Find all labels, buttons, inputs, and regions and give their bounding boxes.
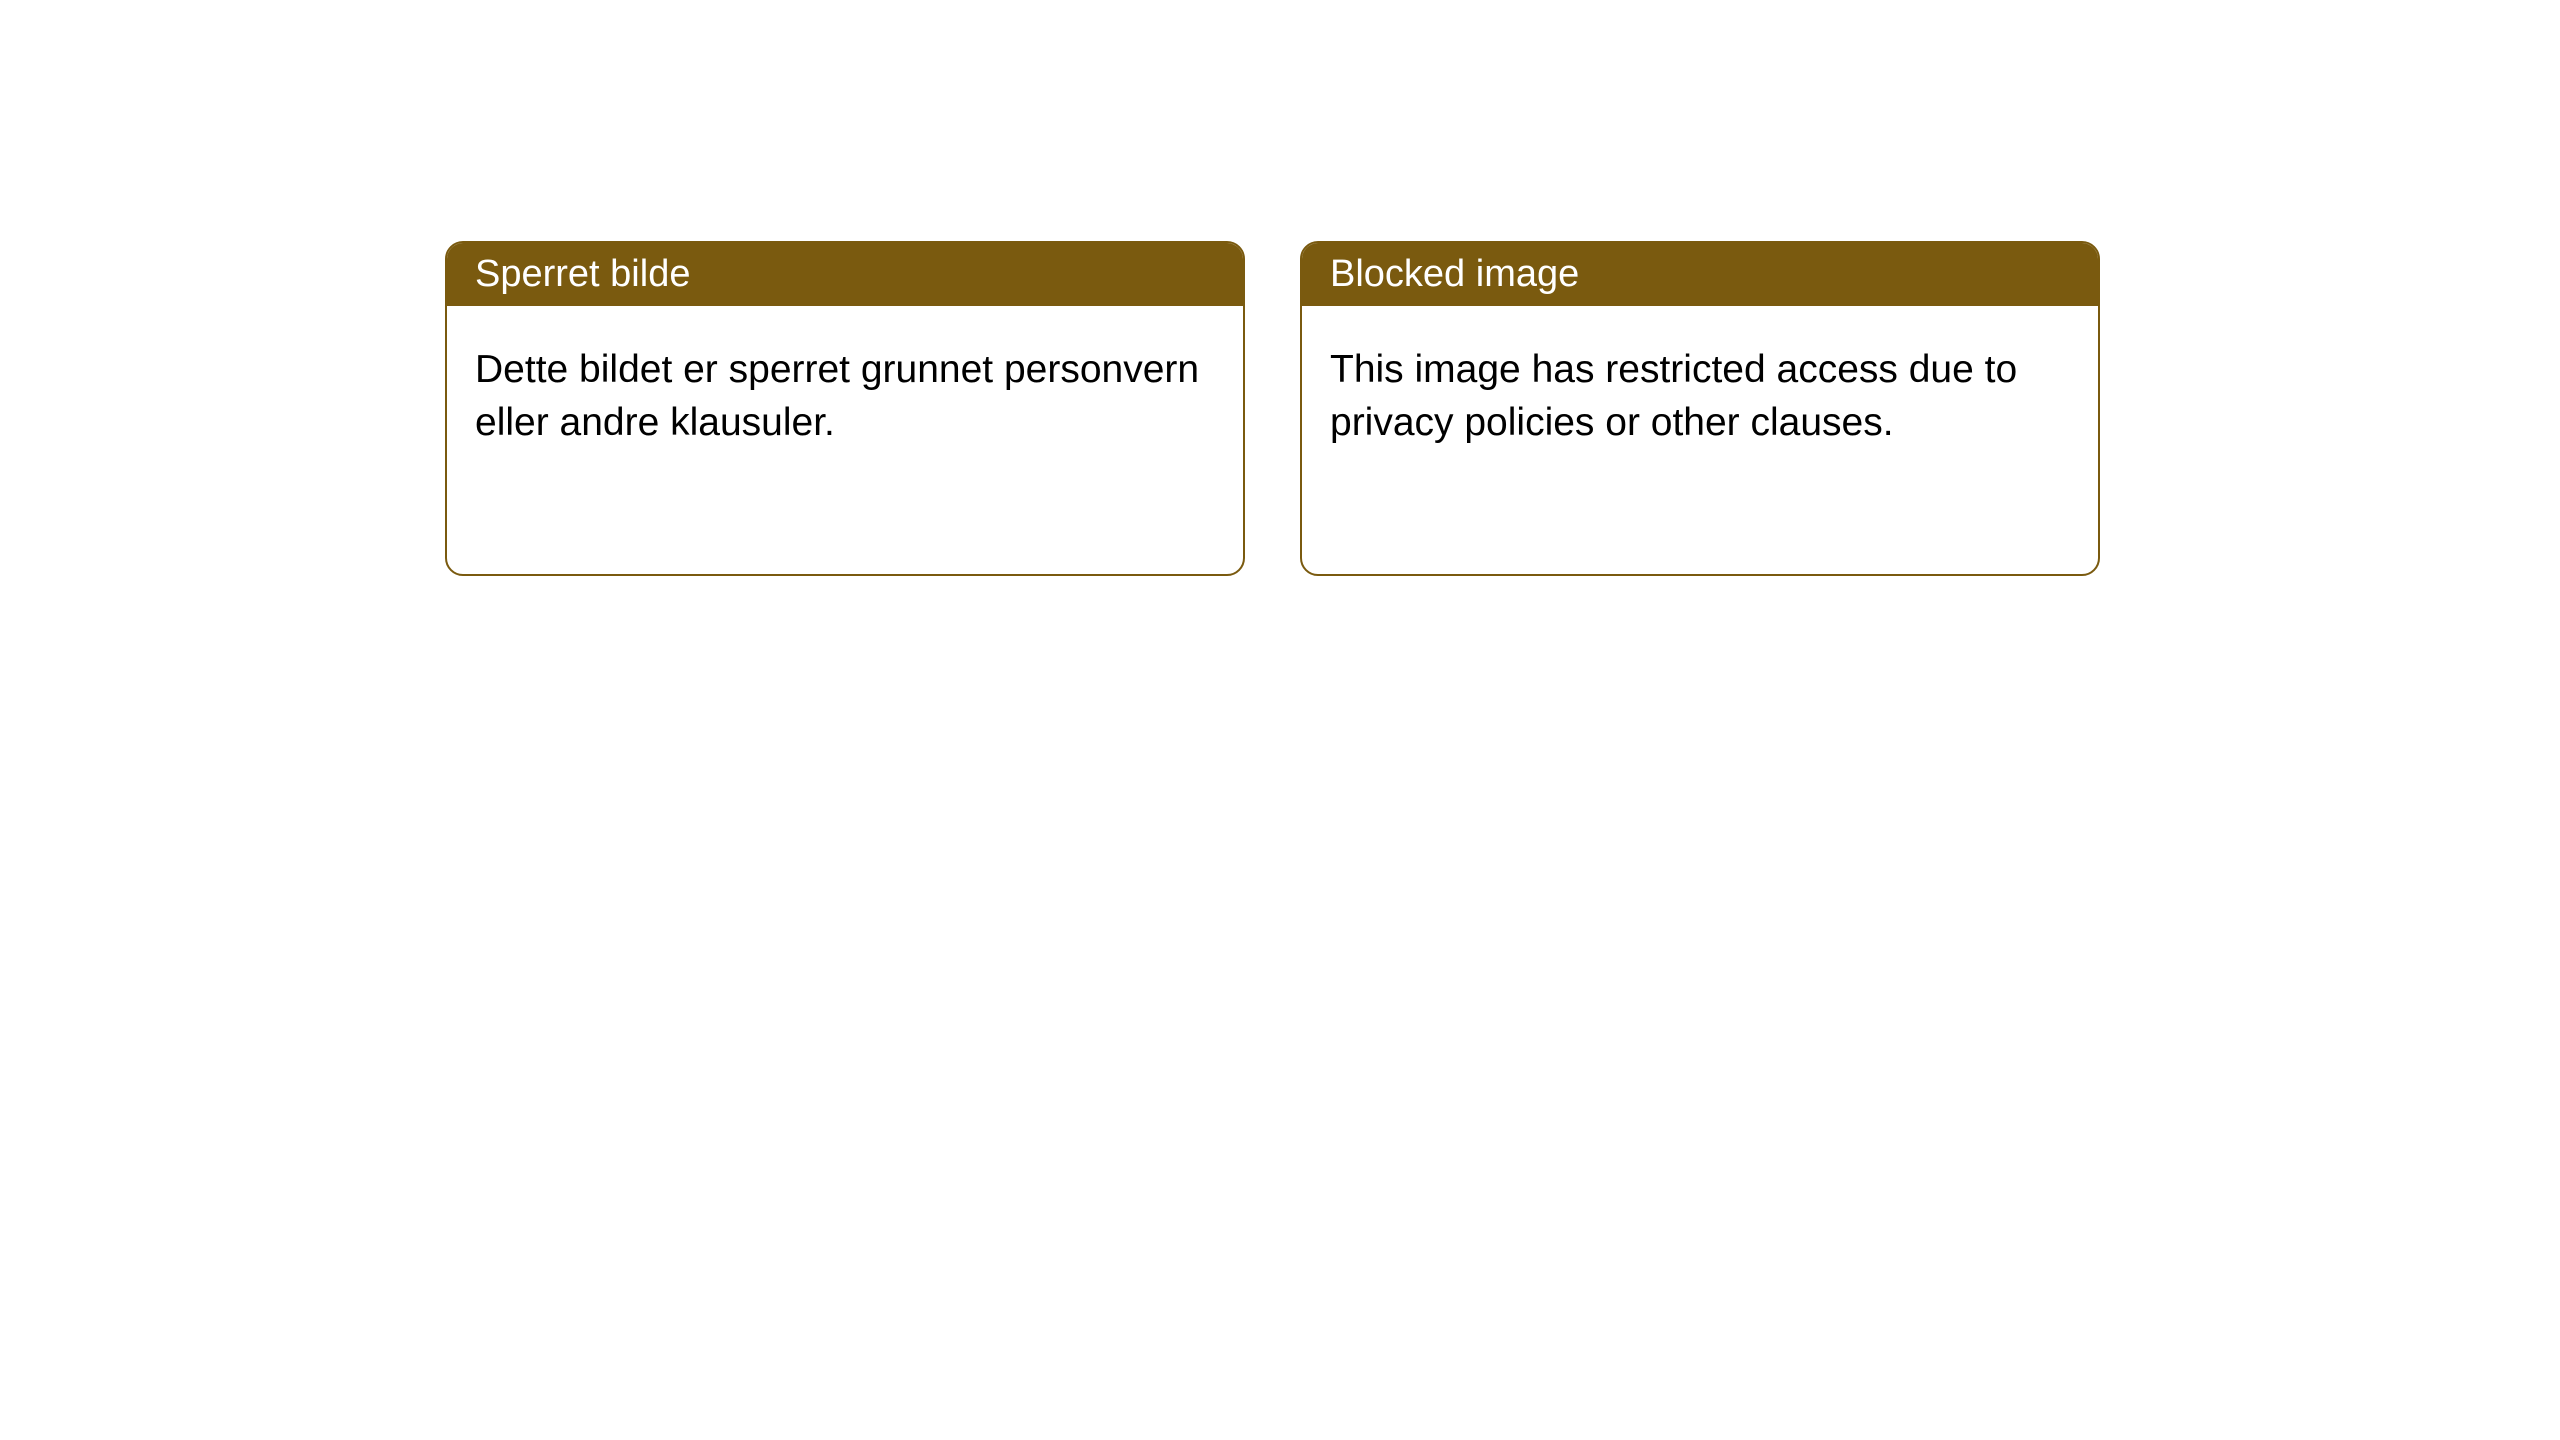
notice-body: This image has restricted access due to … xyxy=(1302,306,2098,487)
notice-box-norwegian: Sperret bilde Dette bildet er sperret gr… xyxy=(445,241,1245,576)
notice-message: Dette bildet er sperret grunnet personve… xyxy=(475,348,1199,444)
notice-message: This image has restricted access due to … xyxy=(1330,348,2017,444)
notice-container: Sperret bilde Dette bildet er sperret gr… xyxy=(0,0,2560,576)
notice-title: Sperret bilde xyxy=(475,253,690,295)
notice-header: Blocked image xyxy=(1302,243,2098,306)
notice-header: Sperret bilde xyxy=(447,243,1243,306)
notice-body: Dette bildet er sperret grunnet personve… xyxy=(447,306,1243,487)
notice-title: Blocked image xyxy=(1330,253,1579,295)
notice-box-english: Blocked image This image has restricted … xyxy=(1300,241,2100,576)
